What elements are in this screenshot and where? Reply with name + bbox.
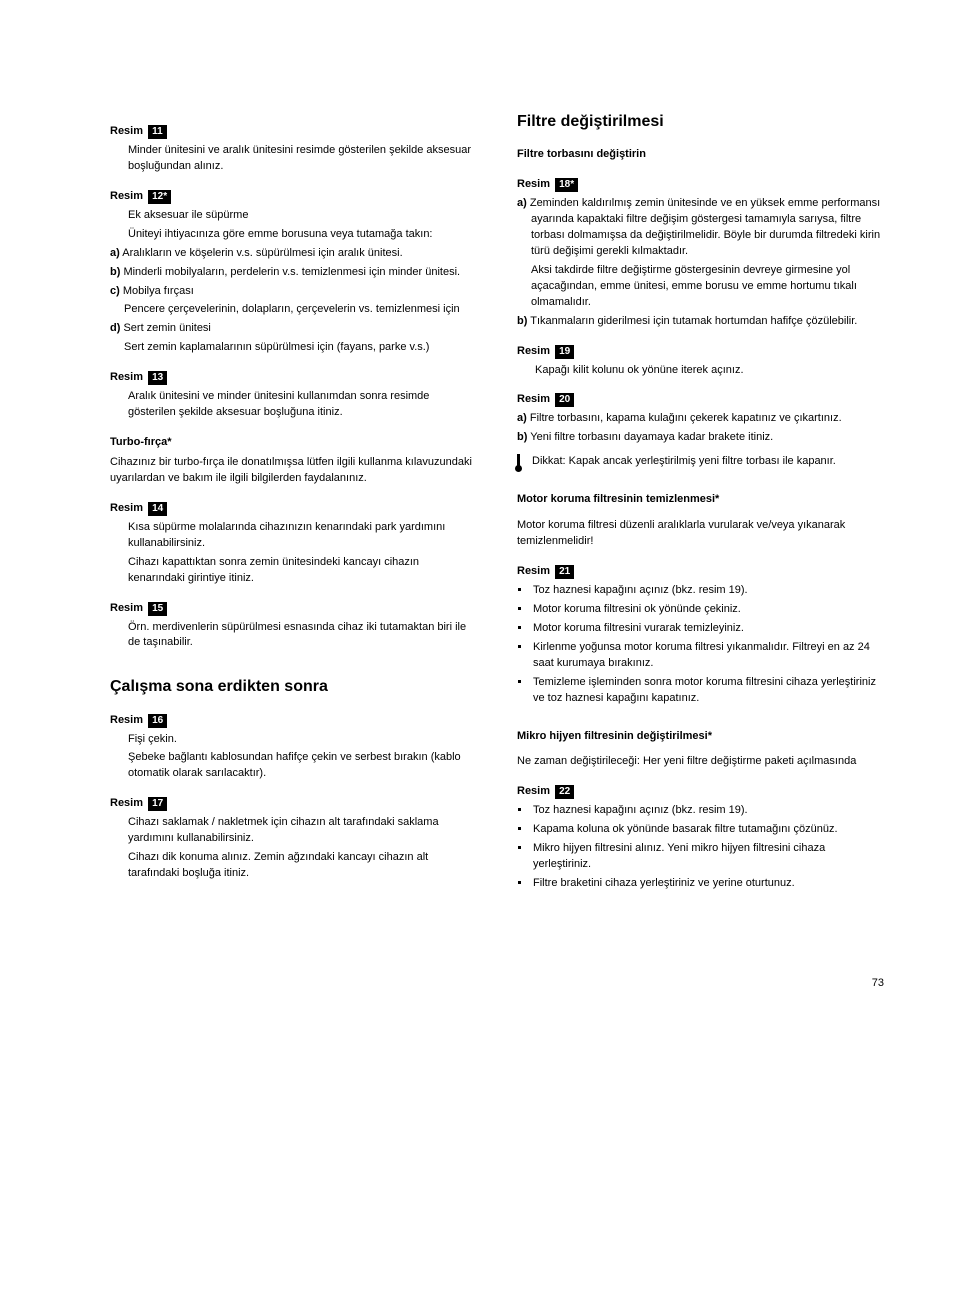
- num-box-14: 14: [148, 502, 167, 516]
- list-item: Kirlenme yoğunsa motor koruma filtresi y…: [531, 640, 884, 672]
- resim-20-label: Resim 20: [517, 392, 884, 408]
- resim-15-label: Resim 15: [110, 601, 477, 617]
- resim-20-a: a) Filtre torbasını, kapama kulağını çek…: [517, 411, 884, 427]
- heading-after-work: Çalışma sona erdikten sonra: [110, 675, 477, 698]
- two-column-layout: Resim 11 Minder ünitesini ve aralık ünit…: [110, 110, 884, 896]
- note-icon: [517, 454, 528, 470]
- list-item: Toz haznesi kapağını açınız (bkz. resim …: [531, 803, 884, 819]
- num-box-18: 18*: [555, 178, 578, 192]
- resim-18-label: Resim 18*: [517, 177, 884, 193]
- resim-11-body: Minder ünitesini ve aralık ünitesini res…: [110, 143, 477, 175]
- num-box-19: 19: [555, 345, 574, 359]
- page-number: 73: [110, 976, 884, 992]
- resim-20-b: b) Yeni filtre torbasını dayamaya kadar …: [517, 430, 884, 446]
- resim-12-b: b) Minderli mobilyaların, perdelerin v.s…: [110, 265, 477, 281]
- note-text: Dikkat: Kapak ancak yerleştirilmiş yeni …: [532, 454, 884, 470]
- num-box-11: 11: [148, 125, 167, 139]
- resim-17-label: Resim 17: [110, 796, 477, 812]
- resim-13-label: Resim 13: [110, 370, 477, 386]
- list-item: Toz haznesi kapağını açınız (bkz. resim …: [531, 583, 884, 599]
- resim-22-list: Toz haznesi kapağını açınız (bkz. resim …: [517, 803, 884, 892]
- num-box-12: 12*: [148, 190, 171, 204]
- resim-14-body2: Cihazı kapattıktan sonra zemin ünitesind…: [110, 555, 477, 587]
- resim-15-body: Örn. merdivenlerin süpürülmesi esnasında…: [110, 620, 477, 652]
- num-box-13: 13: [148, 371, 167, 385]
- resim-12-c-head: c) Mobilya fırçası: [110, 284, 477, 300]
- resim-21-label: Resim 21: [517, 564, 884, 580]
- resim-12-d-head: d) Sert zemin ünitesi: [110, 321, 477, 337]
- num-box-17: 17: [148, 797, 167, 811]
- list-item: Motor koruma filtresini vurarak temizley…: [531, 621, 884, 637]
- resim-12-a: a) Aralıkların ve köşelerin v.s. süpürül…: [110, 246, 477, 262]
- sub-micro-filter: Mikro hijyen filtresinin değiştirilmesi*: [517, 729, 884, 745]
- list-item: Mikro hijyen filtresini alınız. Yeni mik…: [531, 841, 884, 873]
- resim-14-label: Resim 14: [110, 501, 477, 517]
- micro-filter-intro: Ne zaman değiştirileceği: Her yeni filtr…: [517, 754, 884, 770]
- list-item: Filtre braketini cihaza yerleştiriniz ve…: [531, 876, 884, 892]
- turbo-body: Cihazınız bir turbo-fırça ile donatılmış…: [110, 455, 477, 487]
- resim-16-body2: Şebeke bağlantı kablosundan hafifçe çeki…: [110, 750, 477, 782]
- resim-19-body: Kapağı kilit kolunu ok yönüne iterek açı…: [517, 363, 884, 379]
- sub-filter-bag: Filtre torbasını değiştirin: [517, 147, 884, 163]
- num-box-16: 16: [148, 714, 167, 728]
- right-column: Filtre değiştirilmesi Filtre torbasını d…: [517, 110, 884, 896]
- resim-19-label: Resim 19: [517, 344, 884, 360]
- list-item: Kapama koluna ok yönünde basarak filtre …: [531, 822, 884, 838]
- resim-17-body2: Cihazı dik konuma alınız. Zemin ağzındak…: [110, 850, 477, 882]
- caution-note: Dikkat: Kapak ancak yerleştirilmiş yeni …: [517, 454, 884, 470]
- list-item: Temizleme işleminden sonra motor koruma …: [531, 675, 884, 707]
- list-item: Motor koruma filtresini ok yönünde çekin…: [531, 602, 884, 618]
- motor-filter-intro: Motor koruma filtresi düzenli aralıklarl…: [517, 518, 884, 550]
- resim-17-body1: Cihazı saklamak / nakletmek için cihazın…: [110, 815, 477, 847]
- resim-16-body1: Fişi çekin.: [110, 732, 477, 748]
- turbo-title: Turbo-fırça*: [110, 435, 477, 451]
- resim-12-intro1: Ek aksesuar ile süpürme: [110, 208, 477, 224]
- num-box-21: 21: [555, 565, 574, 579]
- resim-18-b: b) Tıkanmaların giderilmesi için tutamak…: [517, 314, 884, 330]
- resim-14-body1: Kısa süpürme molalarında cihazınızın ken…: [110, 520, 477, 552]
- num-box-20: 20: [555, 393, 574, 407]
- heading-filter-change: Filtre değiştirilmesi: [517, 110, 884, 133]
- resim-12-label: Resim 12*: [110, 189, 477, 205]
- num-box-22: 22: [555, 785, 574, 799]
- resim-16-label: Resim 16: [110, 713, 477, 729]
- resim-12-c-body: Pencere çerçevelerinin, dolapların, çerç…: [110, 302, 477, 318]
- resim-18-a1: a) Zeminden kaldırılmış zemin ünitesinde…: [517, 196, 884, 260]
- resim-13-body: Aralık ünitesini ve minder ünitesini kul…: [110, 389, 477, 421]
- resim-12-d-body: Sert zemin kaplamalarının süpürülmesi iç…: [110, 340, 477, 356]
- num-box-15: 15: [148, 602, 167, 616]
- resim-22-label: Resim 22: [517, 784, 884, 800]
- resim-12-intro2: Üniteyi ihtiyacınıza göre emme borusuna …: [110, 227, 477, 243]
- resim-21-list: Toz haznesi kapağını açınız (bkz. resim …: [517, 583, 884, 707]
- resim-18-a2: Aksi takdirde filtre değiştirme gösterge…: [517, 263, 884, 311]
- resim-11-label: Resim 11: [110, 124, 477, 140]
- sub-motor-filter: Motor koruma filtresinin temizlenmesi*: [517, 492, 884, 508]
- left-column: Resim 11 Minder ünitesini ve aralık ünit…: [110, 110, 477, 896]
